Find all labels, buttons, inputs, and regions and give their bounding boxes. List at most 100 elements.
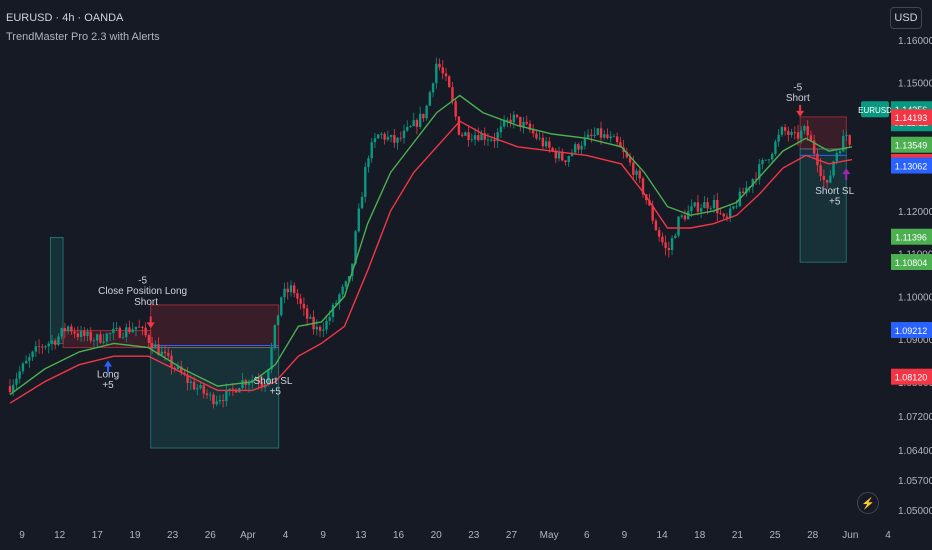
candle-body <box>787 130 790 135</box>
candle-body <box>389 135 393 137</box>
candle-body <box>712 199 716 208</box>
candle-body <box>8 386 12 393</box>
candle-body <box>131 329 134 333</box>
candle-body <box>573 144 577 153</box>
candle-body <box>570 152 574 157</box>
candle-body <box>44 346 47 348</box>
candle-body <box>803 126 806 131</box>
candle-body <box>344 281 348 287</box>
candle-body <box>186 374 189 383</box>
candle-body <box>221 400 225 402</box>
candle-body <box>451 87 454 102</box>
candle-body <box>716 199 719 214</box>
candle-body <box>460 134 464 136</box>
candle-body <box>28 357 31 361</box>
candle-body <box>667 248 671 250</box>
candle-body <box>121 337 125 338</box>
candle-body <box>486 139 490 141</box>
candle-body <box>438 63 441 68</box>
candle-body <box>41 346 44 348</box>
candle-body <box>606 134 609 139</box>
candle-body <box>338 294 341 303</box>
candle-body <box>502 120 506 127</box>
indicator-name[interactable]: TrendMaster Pro 2.3 with Alerts <box>6 31 160 43</box>
candle-body <box>596 128 599 135</box>
candle-body <box>422 113 425 119</box>
annotation-short-sl-right: Short SL <box>815 186 854 197</box>
annotation-short-left: Short <box>134 297 158 308</box>
candle-body <box>205 393 209 396</box>
candle-body <box>454 101 457 117</box>
long-signal-arrow <box>104 360 113 373</box>
candle-body <box>367 158 370 168</box>
candle-body <box>95 334 99 341</box>
candle-body <box>299 298 302 304</box>
candle-body <box>761 159 764 165</box>
candle-body <box>128 327 131 333</box>
price-label <box>891 136 932 153</box>
candle-body <box>105 333 109 342</box>
candle-body <box>79 330 83 337</box>
lightning-icon[interactable]: ⚡ <box>857 492 879 514</box>
candle-body <box>732 206 735 209</box>
candle-body <box>154 344 157 349</box>
price-label-text: 1.13549 <box>895 141 928 151</box>
candle-body <box>506 119 509 121</box>
price-tick-label: 1.07200 <box>898 412 932 423</box>
candle-body <box>393 135 396 143</box>
trade-box <box>799 148 847 263</box>
time-tick-label: 12 <box>54 530 66 541</box>
annotation-long: Long <box>97 370 119 381</box>
time-tick-label: Apr <box>240 530 256 541</box>
time-tick-label: 4 <box>885 530 891 541</box>
candle-body <box>709 207 713 209</box>
candle-body <box>47 343 50 347</box>
time-tick-label: 27 <box>506 530 518 541</box>
candle-body <box>519 116 522 127</box>
candle-body <box>406 126 409 131</box>
candle-body <box>115 327 118 329</box>
candle-body <box>706 202 709 209</box>
candle-body <box>305 308 309 319</box>
price-tick-label: 1.16000 <box>898 36 932 47</box>
currency-button[interactable]: USD <box>890 7 922 29</box>
candle-body <box>496 132 499 142</box>
candle-body <box>257 379 260 382</box>
candle-body <box>499 126 503 133</box>
candle-body <box>512 114 516 123</box>
candle-body <box>357 208 360 232</box>
candle-body <box>654 220 658 231</box>
candle-body <box>699 208 703 212</box>
candle-body <box>544 141 548 147</box>
candle-body <box>441 67 444 74</box>
candle-body <box>790 132 793 135</box>
time-tick-label: 6 <box>584 530 590 541</box>
candle-body <box>693 202 696 207</box>
candle-body <box>280 297 283 316</box>
candle-body <box>470 139 474 141</box>
candle-body <box>76 333 80 337</box>
annotation-short-sl-left: Short SL <box>254 376 293 387</box>
annotation-plus5-shortsl-left: +5 <box>270 387 282 398</box>
candle-body <box>599 128 603 138</box>
symbol-tag-label: EURUSD <box>858 106 892 115</box>
candle-body <box>373 138 377 143</box>
candle-body <box>289 285 293 293</box>
candle-body <box>812 140 816 154</box>
candle-body <box>638 170 641 179</box>
price-label <box>891 157 932 174</box>
candle-body <box>380 133 383 135</box>
candle-body <box>125 327 128 338</box>
candle-body <box>415 120 419 127</box>
candle-body <box>661 236 664 243</box>
price-label-text: 1.14193 <box>895 113 928 123</box>
candle-body <box>848 135 851 145</box>
price-label-text: 1.11396 <box>895 233 927 243</box>
candle-body <box>202 385 205 394</box>
candle-body <box>473 135 477 140</box>
candle-body <box>444 73 448 77</box>
price-label <box>891 109 932 126</box>
candle-body <box>302 303 306 309</box>
candle-body <box>60 328 63 337</box>
